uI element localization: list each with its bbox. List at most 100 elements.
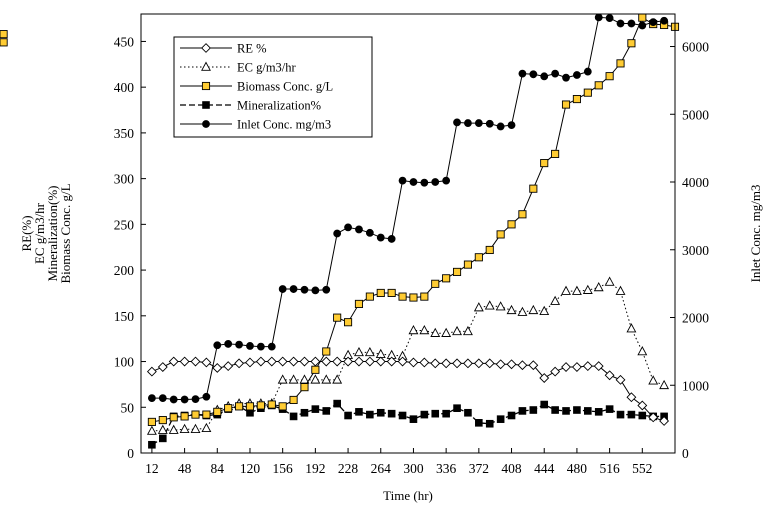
data-point <box>659 416 670 426</box>
legend-marker <box>201 43 211 53</box>
data-point <box>550 366 561 377</box>
data-point <box>605 405 614 413</box>
data-point <box>582 361 593 372</box>
data-point <box>333 229 342 238</box>
data-point <box>474 253 483 262</box>
data-point <box>344 318 353 327</box>
x-axis-title: Time (hr) <box>383 488 433 503</box>
data-point <box>473 302 484 312</box>
y-axis-left-title-line: Mineralization(%) <box>45 185 60 281</box>
plot-frame <box>140 13 676 454</box>
data-point <box>539 305 550 315</box>
data-point <box>179 423 190 433</box>
data-point <box>321 374 332 384</box>
legend-label: Biomass Conc. g/L <box>237 80 333 94</box>
y-left-tick-label: 100 <box>114 355 135 370</box>
data-point <box>464 119 472 127</box>
data-point <box>529 184 538 193</box>
data-point <box>180 412 189 421</box>
legend-label: Inlet Conc. mg/m3 <box>237 118 331 132</box>
data-point <box>376 288 385 297</box>
data-point <box>464 408 472 417</box>
data-point <box>605 72 614 81</box>
data-point <box>649 18 658 27</box>
legend-label: RE % <box>237 42 267 56</box>
data-point <box>453 404 461 412</box>
data-point <box>475 419 483 427</box>
ticks-layer: 12 48 84 120 156 192 228 264 300 336 372 408 444 480 5… <box>114 34 710 476</box>
data-point <box>431 178 440 186</box>
data-point <box>638 13 647 22</box>
data-point <box>507 121 516 130</box>
data-point <box>442 176 451 185</box>
x-tick-label: 408 <box>501 461 522 476</box>
y-left-tick-label: 300 <box>114 172 135 187</box>
data-point <box>626 392 637 403</box>
data-point <box>431 409 440 418</box>
data-point <box>626 323 637 333</box>
data-point <box>289 412 298 421</box>
data-point <box>246 342 254 350</box>
y-left-tick-label: 250 <box>114 217 135 232</box>
data-point <box>365 228 374 237</box>
data-point <box>179 356 190 367</box>
data-point <box>452 267 462 276</box>
data-point <box>430 327 441 337</box>
data-point <box>355 225 363 234</box>
data-point <box>245 357 255 368</box>
data-point <box>582 284 593 294</box>
data-point <box>507 411 516 420</box>
data-point <box>573 71 581 79</box>
data-point <box>419 357 430 368</box>
data-point <box>638 411 647 420</box>
data-point <box>551 406 559 414</box>
data-point <box>355 408 363 416</box>
data-point <box>234 358 245 369</box>
data-point <box>191 395 200 404</box>
data-point <box>648 412 659 423</box>
data-point <box>333 313 342 322</box>
data-point <box>604 370 615 381</box>
data-point <box>354 346 364 357</box>
data-point <box>387 409 396 418</box>
data-point <box>0 30 8 39</box>
y-axis-right-title: Inlet Conc. mg/m3 <box>748 185 763 283</box>
data-point <box>571 285 582 295</box>
data-point <box>387 288 396 297</box>
data-point <box>310 374 321 384</box>
data-point <box>386 356 397 367</box>
data-point <box>571 362 582 372</box>
data-point <box>453 118 461 127</box>
data-point <box>517 360 528 371</box>
data-point <box>213 341 222 350</box>
data-point <box>431 279 440 288</box>
data-point <box>332 374 343 384</box>
y-axis-left-title: RE(%)EC g/m3/hrMineralization(%)Biomass … <box>19 183 73 283</box>
x-tick-label: 84 <box>211 461 225 476</box>
data-point <box>430 358 441 369</box>
data-point <box>452 358 462 369</box>
data-point <box>408 324 419 335</box>
data-point <box>594 13 603 22</box>
data-point <box>605 14 614 22</box>
data-point <box>627 19 636 28</box>
data-point <box>322 347 331 356</box>
data-point <box>157 362 168 372</box>
data-point <box>627 410 636 419</box>
y-left-tick-label: 350 <box>114 126 135 141</box>
x-tick-label: 264 <box>371 461 392 476</box>
y-axis-left-title-line: EC g/m3/hr <box>32 202 47 264</box>
data-point <box>484 358 495 369</box>
x-tick-label: 552 <box>632 461 652 476</box>
data-point <box>442 274 451 283</box>
data-point <box>212 363 223 373</box>
data-point <box>332 356 343 367</box>
data-point <box>398 176 407 185</box>
data-point <box>409 293 418 302</box>
x-tick-label: 120 <box>240 461 261 476</box>
y-right-tick-label: 3000 <box>682 243 709 258</box>
data-point <box>420 178 429 187</box>
data-point <box>496 230 505 239</box>
data-point <box>158 394 167 403</box>
series-4 <box>147 13 669 404</box>
